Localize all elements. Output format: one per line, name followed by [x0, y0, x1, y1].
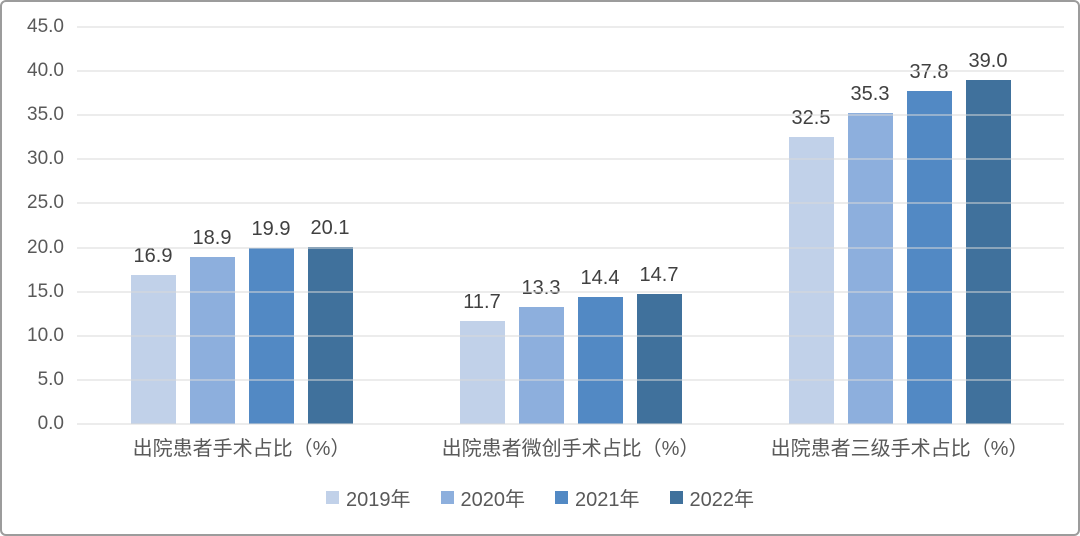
bar-value-label: 20.1 — [310, 216, 350, 239]
gridline — [77, 114, 1064, 116]
gridline — [77, 26, 1064, 28]
y-axis-tick-label: 10.0 — [27, 324, 64, 346]
bar-value-label: 16.9 — [133, 244, 173, 267]
bar-slot: 14.4 — [577, 27, 623, 424]
gridline — [77, 379, 1064, 381]
bar — [130, 274, 176, 424]
bar — [965, 79, 1011, 424]
category-label: 出院患者微创手术占比（%） — [441, 438, 700, 460]
y-axis-tick-label: 5.0 — [37, 368, 64, 390]
bar-slot: 37.8 — [906, 27, 952, 424]
legend-item: 2019年 — [326, 483, 411, 512]
bar-value-label: 39.0 — [968, 49, 1008, 72]
bar-slot: 39.0 — [965, 27, 1011, 424]
plot-area: 16.9 18.9 19.9 20.1 11.7 13.3 14.4 14.7 32.5 35.3… — [77, 26, 1064, 425]
y-axis-tick-label: 30.0 — [27, 148, 64, 170]
y-axis-tick-label: 0.0 — [37, 413, 64, 434]
bar-value-label: 37.8 — [909, 60, 949, 83]
gridline — [77, 70, 1064, 72]
bar-group: 16.9 18.9 19.9 20.1 — [77, 27, 406, 424]
bar-slot: 32.5 — [788, 27, 834, 424]
legend-label: 2022年 — [689, 489, 755, 511]
legend-swatch-icon — [326, 491, 339, 504]
bar-value-label: 18.9 — [192, 227, 232, 250]
legend-label: 2020年 — [460, 489, 526, 511]
bar-slot: 20.1 — [307, 27, 353, 424]
y-axis-tick-label: 15.0 — [27, 280, 64, 302]
bar — [189, 257, 235, 424]
x-axis-category-labels: 出院患者手术占比（%） 出院患者微创手术占比（%） 出院患者三级手术占比（%） — [77, 432, 1064, 461]
legend-swatch-icon — [440, 491, 454, 504]
bar-slot: 16.9 — [130, 27, 176, 424]
bar — [636, 294, 682, 424]
category-label: 出院患者三级手术占比（%） — [770, 438, 1029, 460]
y-axis: 0.0 5.0 10.0 15.0 20.0 25.0 30.0 35.0 40.0 45.0 — [2, 16, 64, 434]
bar-slot: 18.9 — [189, 27, 235, 424]
bar-value-label: 14.4 — [580, 266, 620, 289]
gridline — [77, 423, 1064, 425]
legend-item: 2022年 — [669, 483, 755, 512]
bar-value-label: 35.3 — [850, 82, 890, 105]
bar-value-label: 11.7 — [463, 290, 501, 313]
bar-value-label: 32.5 — [791, 107, 831, 130]
legend-label: 2021年 — [575, 489, 640, 511]
bar-value-label: 14.7 — [639, 264, 679, 287]
legend-item: 2020年 — [440, 483, 526, 512]
bar-slot: 13.3 — [518, 27, 564, 424]
bar-value-label: 13.3 — [521, 276, 561, 299]
gridline — [77, 335, 1064, 337]
bar — [906, 90, 952, 424]
category-label: 出院患者手术占比（%） — [132, 438, 351, 460]
bar — [847, 112, 893, 424]
bar-group: 11.7 13.3 14.4 14.7 — [406, 27, 735, 424]
bar — [577, 296, 623, 424]
y-axis-tick-label: 45.0 — [27, 16, 64, 37]
bar-value-label: 19.9 — [251, 218, 291, 241]
bar-slot: 19.9 — [248, 27, 294, 424]
bar-slot: 35.3 — [847, 27, 893, 424]
bar — [788, 137, 834, 424]
bar-slot: 14.7 — [636, 27, 682, 424]
bar-group: 32.5 35.3 37.8 39.0 — [735, 27, 1064, 424]
y-axis-tick-label: 20.0 — [27, 236, 64, 258]
y-axis-tick-label: 40.0 — [27, 60, 64, 82]
bar — [518, 306, 564, 424]
legend: 2019年 2020年 2021年 2022年 — [2, 483, 1078, 512]
gridline — [77, 158, 1064, 160]
bar-slot: 11.7 — [459, 27, 505, 424]
legend-swatch-icon — [555, 491, 568, 504]
bar-groups: 16.9 18.9 19.9 20.1 11.7 13.3 14.4 14.7 32.5 35.3… — [77, 27, 1064, 424]
legend-swatch-icon — [669, 491, 683, 504]
legend-label: 2019年 — [346, 489, 411, 511]
gridline — [77, 247, 1064, 249]
bar — [459, 320, 505, 424]
y-axis-tick-label: 35.0 — [27, 104, 64, 126]
y-axis-tick-label: 25.0 — [27, 192, 64, 214]
gridline — [77, 291, 1064, 293]
gridline — [77, 202, 1064, 204]
legend-item: 2021年 — [555, 483, 640, 512]
